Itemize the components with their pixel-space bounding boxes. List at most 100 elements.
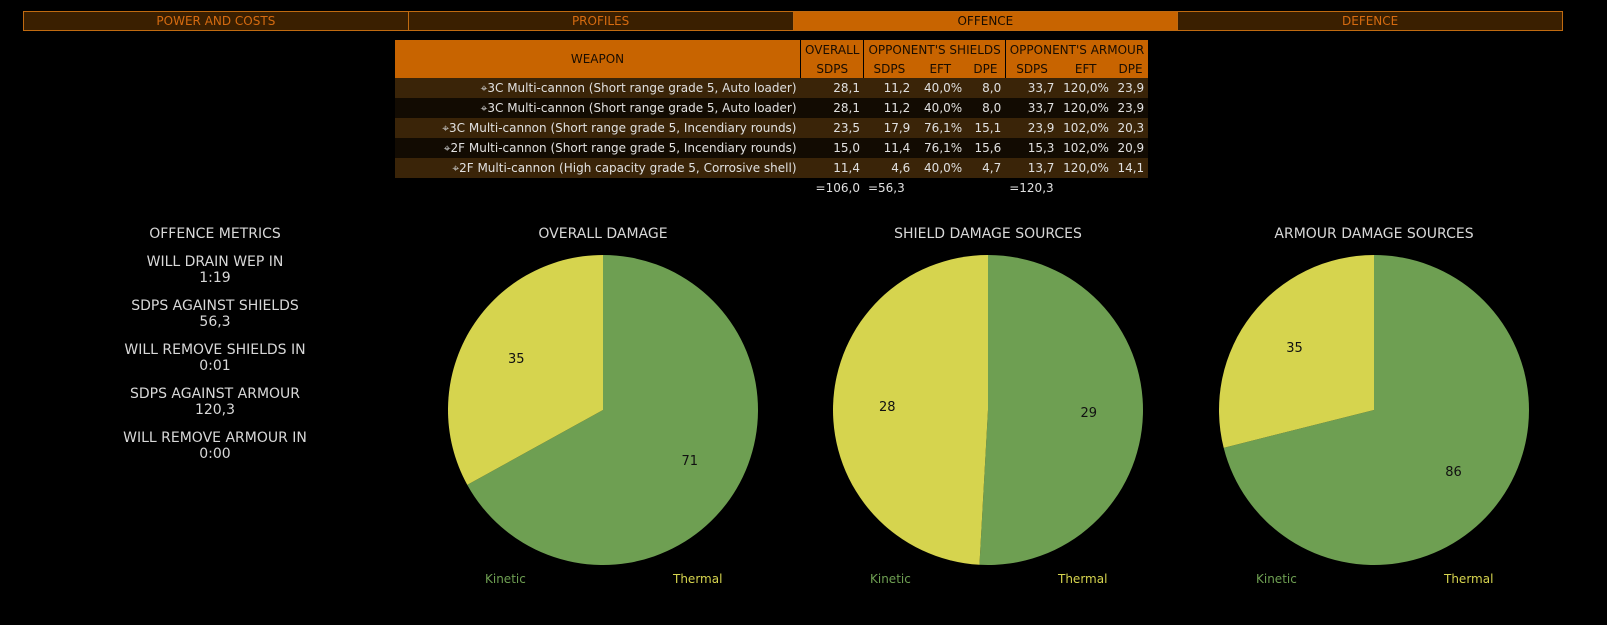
legend-kinetic[interactable]: Kinetic — [485, 572, 526, 586]
tab-defence[interactable]: DEFENCE — [1178, 12, 1562, 30]
cell-value: 17,9 — [863, 118, 915, 138]
cell-value: 15,3 — [1005, 138, 1059, 158]
cell-value: 23,5 — [800, 118, 864, 138]
table-row[interactable]: ⌖3C Multi-cannon (Short range grade 5, I… — [395, 118, 1149, 138]
tab-offence[interactable]: OFFENCE — [793, 12, 1179, 30]
armour-eft-header[interactable]: EFT — [1058, 59, 1113, 78]
metric-remove-shields: WILL REMOVE SHIELDS IN 0:01 — [124, 342, 306, 374]
weapon-name: ⌖2F Multi-cannon (High capacity grade 5,… — [395, 158, 801, 178]
cell-value: 40,0% — [914, 78, 967, 98]
metric-drain-wep: WILL DRAIN WEP IN 1:19 — [146, 254, 284, 286]
metric-sdps-shields: SDPS AGAINST SHIELDS 56,3 — [131, 298, 299, 330]
legend-thermal[interactable]: Thermal — [1444, 572, 1494, 586]
slice-value-label: 28 — [879, 400, 896, 415]
tab-bar: POWER AND COSTS PROFILES OFFENCE DEFENCE — [23, 11, 1563, 31]
cell-value: 120,0% — [1058, 78, 1113, 98]
cell-value: 102,0% — [1058, 138, 1113, 158]
cell-value: 33,7 — [1005, 78, 1059, 98]
cell-value: 23,9 — [1112, 78, 1149, 98]
cell-value: 20,3 — [1112, 118, 1149, 138]
cell-value: 8,0 — [966, 78, 1006, 98]
shields-sdps-header[interactable]: SDPS — [863, 59, 915, 78]
crosshair-icon: ⌖ — [480, 80, 488, 95]
cell-value: 4,7 — [966, 158, 1006, 178]
pie-slice-kinetic[interactable] — [467, 255, 758, 565]
weapon-name: ⌖3C Multi-cannon (Short range grade 5, A… — [395, 78, 801, 98]
weapon-name: ⌖2F Multi-cannon (Short range grade 5, I… — [395, 138, 801, 158]
pie-chart: 71 35 — [448, 255, 758, 565]
slice-value-label: 35 — [1286, 341, 1303, 356]
cell-value: 20,9 — [1112, 138, 1149, 158]
metrics-title: OFFENCE METRICS — [149, 226, 281, 242]
metric-remove-armour: WILL REMOVE ARMOUR IN 0:00 — [123, 430, 307, 462]
legend-kinetic[interactable]: Kinetic — [870, 572, 911, 586]
cell-value: 8,0 — [966, 98, 1006, 118]
slice-value-label: 35 — [508, 352, 525, 367]
weapon-header[interactable]: WEAPON — [395, 40, 801, 78]
tab-profiles[interactable]: PROFILES — [408, 12, 794, 30]
table-row[interactable]: ⌖2F Multi-cannon (Short range grade 5, I… — [395, 138, 1149, 158]
armour-sdps-header[interactable]: SDPS — [1004, 59, 1059, 78]
cell-value: 13,7 — [1005, 158, 1059, 178]
legend-thermal[interactable]: Thermal — [1058, 572, 1108, 586]
cell-value: 15,6 — [966, 138, 1006, 158]
cell-value: 14,1 — [1112, 158, 1149, 178]
shields-dpe-header[interactable]: DPE — [966, 59, 1006, 78]
cell-value: 120,0% — [1058, 158, 1113, 178]
shields-eft-header[interactable]: EFT — [914, 59, 967, 78]
cell-value: 11,4 — [863, 138, 915, 158]
cell-value: 11,2 — [863, 78, 915, 98]
cell-value: 15,1 — [966, 118, 1006, 138]
metric-sdps-armour: SDPS AGAINST ARMOUR 120,3 — [129, 386, 301, 418]
cell-value: 28,1 — [800, 98, 864, 118]
cell-value: 102,0% — [1058, 118, 1113, 138]
pie-slice-kinetic[interactable] — [1223, 255, 1529, 565]
tab-power-and-costs[interactable]: POWER AND COSTS — [24, 12, 409, 30]
slice-value-label: 86 — [1445, 465, 1462, 480]
legend-thermal[interactable]: Thermal — [673, 572, 723, 586]
weapons-table: WEAPON OVERALL OPPONENT'S SHIELDS OPPONE… — [395, 40, 1149, 198]
armour-header: OPPONENT'S ARMOUR — [1004, 40, 1149, 59]
cell-value: 76,1% — [914, 118, 967, 138]
table-row[interactable]: ⌖2F Multi-cannon (High capacity grade 5,… — [395, 158, 1149, 178]
overall-sdps-header[interactable]: SDPS — [799, 59, 864, 78]
cell-value: 15,0 — [800, 138, 864, 158]
total-shields-sdps: =56,3 — [867, 181, 905, 195]
chart-title: ARMOUR DAMAGE SOURCES — [1274, 226, 1474, 242]
cell-value: 76,1% — [914, 138, 967, 158]
total-armour-sdps: =120,3 — [1009, 181, 1054, 195]
table-row[interactable]: ⌖3C Multi-cannon (Short range grade 5, A… — [395, 78, 1149, 98]
pie-chart: 86 35 — [1219, 255, 1529, 565]
crosshair-icon: ⌖ — [443, 140, 451, 155]
cell-value: 40,0% — [914, 158, 967, 178]
chart-title: OVERALL DAMAGE — [538, 226, 668, 242]
offence-metrics: OFFENCE METRICS WILL DRAIN WEP IN 1:19 SD… — [100, 226, 330, 474]
weapon-name: ⌖3C Multi-cannon (Short range grade 5, A… — [395, 98, 801, 118]
armour-dpe-header[interactable]: DPE — [1112, 59, 1149, 78]
table-row[interactable]: ⌖3C Multi-cannon (Short range grade 5, A… — [395, 98, 1149, 118]
crosshair-icon: ⌖ — [480, 100, 488, 115]
total-overall-sdps: =106,0 — [815, 181, 860, 195]
cell-value: 23,9 — [1005, 118, 1059, 138]
cell-value: 120,0% — [1058, 98, 1113, 118]
pie-slice-kinetic[interactable] — [979, 255, 1143, 565]
slice-value-label: 29 — [1080, 406, 1097, 421]
pie-chart: 29 28 — [833, 255, 1143, 565]
pie-slice-thermal[interactable] — [448, 255, 603, 485]
pie-slice-thermal[interactable] — [833, 255, 988, 565]
cell-value: 23,9 — [1112, 98, 1149, 118]
cell-value: 28,1 — [800, 78, 864, 98]
cell-value: 11,4 — [800, 158, 864, 178]
slice-value-label: 71 — [681, 454, 698, 469]
legend-kinetic[interactable]: Kinetic — [1256, 572, 1297, 586]
cell-value: 40,0% — [914, 98, 967, 118]
weapon-name: ⌖3C Multi-cannon (Short range grade 5, I… — [395, 118, 801, 138]
overall-header: OVERALL — [799, 40, 864, 59]
cell-value: 33,7 — [1005, 98, 1059, 118]
cell-value: 4,6 — [863, 158, 915, 178]
crosshair-icon: ⌖ — [442, 120, 450, 135]
cell-value: 11,2 — [863, 98, 915, 118]
shields-header: OPPONENT'S SHIELDS — [863, 40, 1006, 59]
pie-slice-thermal[interactable] — [1219, 255, 1374, 448]
chart-title: SHIELD DAMAGE SOURCES — [894, 226, 1082, 242]
